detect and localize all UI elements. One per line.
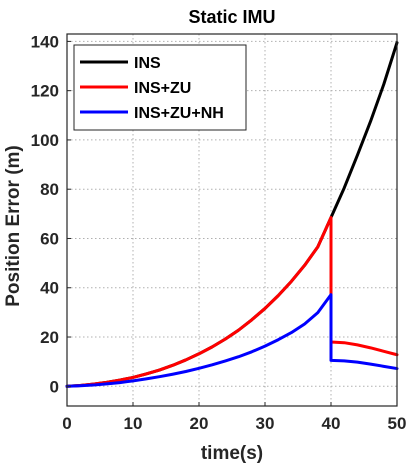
y-tick-label: 60 <box>40 229 59 248</box>
x-tick-label: 20 <box>190 414 209 433</box>
x-tick-label: 30 <box>256 414 275 433</box>
series-line-3 <box>65 293 399 388</box>
legend-label-2: INS+ZU <box>134 80 191 97</box>
x-tick-label: 50 <box>388 414 407 433</box>
legend-label-1: INS <box>134 55 161 72</box>
series-line-2 <box>65 216 399 388</box>
axes-frame <box>66 33 398 407</box>
legend-label-3: INS+ZU+NH <box>134 105 224 122</box>
chart-title: Static IMU <box>188 7 275 27</box>
y-tick-label: 0 <box>50 377 59 396</box>
y-tick-label: 100 <box>31 131 59 150</box>
legend: INS INS+ZU INS+ZU+NH <box>73 44 247 131</box>
x-tick-label: 0 <box>62 414 71 433</box>
y-tick-label: 80 <box>40 180 59 199</box>
plot-lines <box>65 41 399 388</box>
y-tick-label: 120 <box>31 82 59 101</box>
x-axis-label: time(s) <box>201 443 263 463</box>
y-axis-label: Position Error (m) <box>3 145 24 307</box>
y-tick-label: 40 <box>40 279 59 298</box>
y-tick-label: 20 <box>40 328 59 347</box>
ticks: 0 10 20 30 40 50 0 20 40 60 80 100 120 140 <box>31 32 407 433</box>
y-tick-label: 140 <box>31 32 59 51</box>
x-tick-label: 40 <box>322 414 341 433</box>
x-tick-label: 10 <box>124 414 143 433</box>
